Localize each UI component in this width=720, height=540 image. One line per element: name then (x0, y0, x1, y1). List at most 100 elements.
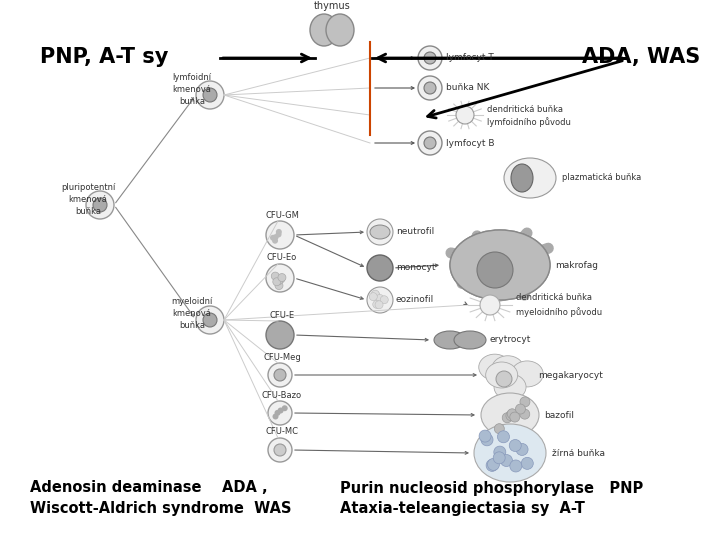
Text: CFU-Bazo: CFU-Bazo (262, 390, 302, 400)
Circle shape (367, 219, 393, 245)
Text: Wiscott-Aldrich syndrome  WAS: Wiscott-Aldrich syndrome WAS (30, 501, 292, 516)
Circle shape (509, 440, 521, 451)
Circle shape (276, 275, 285, 283)
Circle shape (273, 278, 281, 286)
Circle shape (376, 294, 384, 302)
Circle shape (480, 295, 500, 315)
Circle shape (266, 264, 294, 292)
Text: pluripotentní: pluripotentní (60, 183, 115, 192)
Circle shape (266, 321, 294, 349)
Circle shape (367, 287, 393, 313)
Text: CFU-Eo: CFU-Eo (267, 253, 297, 262)
Text: monocyt: monocyt (396, 264, 436, 273)
Ellipse shape (511, 164, 533, 192)
Text: CFU-MC: CFU-MC (266, 428, 299, 436)
Ellipse shape (454, 331, 486, 349)
Text: lymfocyt T: lymfocyt T (446, 53, 494, 63)
Circle shape (493, 452, 505, 464)
Text: buňka: buňka (179, 321, 205, 330)
Ellipse shape (494, 374, 526, 400)
Ellipse shape (479, 354, 510, 380)
Text: Ataxia-teleangiectasia sy  A-T: Ataxia-teleangiectasia sy A-T (340, 501, 585, 516)
Circle shape (520, 409, 530, 419)
Circle shape (266, 221, 294, 249)
Circle shape (375, 301, 383, 309)
Circle shape (268, 363, 292, 387)
Ellipse shape (434, 331, 466, 349)
Circle shape (372, 291, 379, 299)
Circle shape (272, 414, 279, 420)
Circle shape (418, 46, 442, 70)
Circle shape (495, 424, 504, 434)
Circle shape (424, 82, 436, 94)
Circle shape (516, 404, 526, 414)
Text: myeloidní: myeloidní (171, 298, 212, 307)
Ellipse shape (492, 356, 523, 382)
Circle shape (268, 438, 292, 462)
Text: neutrofil: neutrofil (396, 227, 434, 237)
Circle shape (276, 232, 282, 238)
Text: Purin nucleosid phosphorylase   PNP: Purin nucleosid phosphorylase PNP (340, 481, 643, 496)
Ellipse shape (370, 225, 390, 239)
Text: lymfoidního původu: lymfoidního původu (487, 117, 571, 127)
Text: lymfocyt B: lymfocyt B (446, 138, 495, 147)
Ellipse shape (504, 158, 556, 198)
Text: plazmatická buňka: plazmatická buňka (562, 173, 642, 183)
Circle shape (196, 306, 224, 334)
Circle shape (93, 198, 107, 212)
Ellipse shape (481, 393, 539, 437)
Text: megakaryocyt: megakaryocyt (538, 370, 603, 380)
Text: kmenová: kmenová (173, 309, 212, 319)
Ellipse shape (486, 362, 518, 388)
Text: lymfoidní: lymfoidní (172, 72, 212, 82)
Circle shape (196, 81, 224, 109)
Circle shape (278, 408, 284, 414)
Circle shape (372, 290, 379, 298)
Circle shape (203, 313, 217, 327)
Text: dendritická buňka: dendritická buňka (487, 105, 563, 113)
Circle shape (477, 252, 513, 288)
Text: CFU-E: CFU-E (269, 310, 294, 320)
Circle shape (282, 405, 288, 411)
Circle shape (487, 458, 500, 470)
Text: Adenosin deaminase    ADA ,: Adenosin deaminase ADA , (30, 481, 268, 496)
Text: PNP, A-T sy: PNP, A-T sy (40, 47, 168, 67)
Ellipse shape (326, 14, 354, 46)
Circle shape (367, 255, 393, 281)
Circle shape (274, 444, 286, 456)
Circle shape (494, 446, 506, 458)
Circle shape (481, 434, 493, 446)
Ellipse shape (474, 424, 546, 482)
Circle shape (503, 413, 512, 423)
Circle shape (270, 235, 276, 241)
Text: kmenová: kmenová (173, 84, 212, 93)
Circle shape (273, 234, 279, 240)
Circle shape (275, 276, 283, 285)
Text: dendritická buňka: dendritická buňka (516, 294, 592, 302)
Circle shape (278, 274, 286, 281)
Circle shape (272, 238, 278, 244)
Circle shape (274, 410, 281, 416)
Circle shape (506, 410, 516, 421)
Text: CFU-GM: CFU-GM (265, 211, 299, 219)
Circle shape (418, 131, 442, 155)
Circle shape (203, 88, 217, 102)
Circle shape (276, 229, 282, 235)
Text: erytrocyt: erytrocyt (490, 335, 531, 345)
Circle shape (521, 457, 534, 469)
Circle shape (516, 443, 528, 455)
Text: buňka: buňka (75, 206, 101, 215)
Ellipse shape (450, 230, 550, 300)
Circle shape (268, 401, 292, 425)
Circle shape (424, 52, 436, 64)
Circle shape (498, 431, 510, 443)
Text: buňka: buňka (179, 97, 205, 105)
Circle shape (271, 272, 279, 280)
Text: thymus: thymus (314, 1, 351, 11)
Circle shape (424, 137, 436, 149)
Circle shape (496, 371, 512, 387)
Circle shape (274, 369, 286, 381)
Text: myeloidního původu: myeloidního původu (516, 307, 602, 317)
Circle shape (418, 76, 442, 100)
Text: ADA, WAS: ADA, WAS (582, 47, 700, 67)
